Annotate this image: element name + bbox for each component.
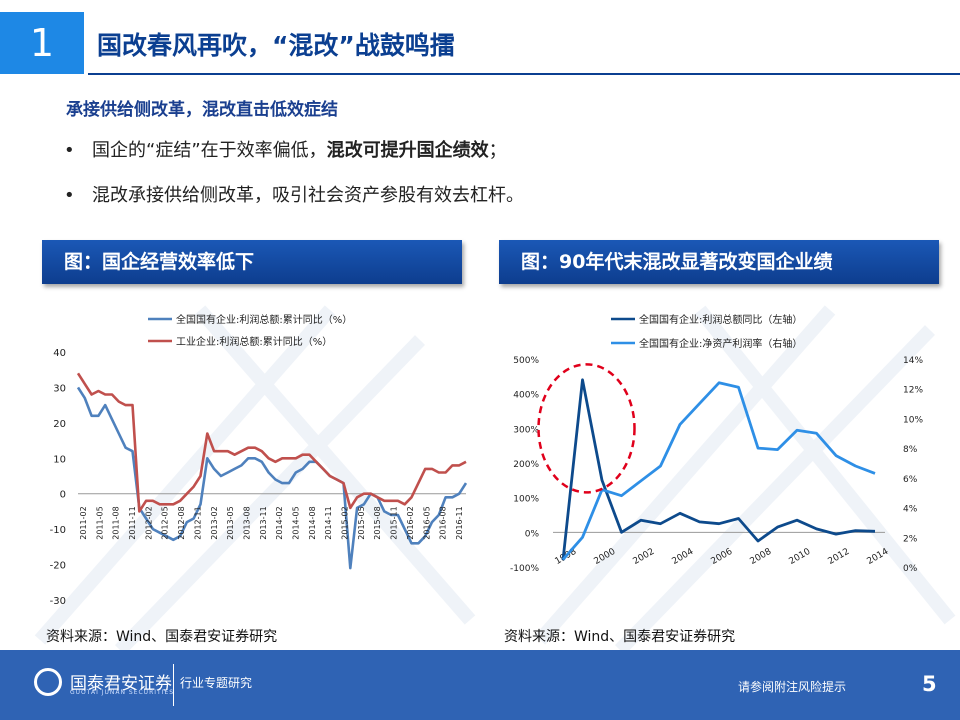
- series-line: [561, 378, 876, 561]
- y-left-tick-label: 0%: [525, 529, 540, 539]
- title-rule: [88, 73, 960, 75]
- x-tick-label: 2015-05: [357, 506, 366, 539]
- report-type: 行业专题研究: [180, 676, 253, 690]
- y-tick-label: -10: [50, 525, 66, 536]
- right-chart-source: 资料来源：Wind、国泰君安证券研究: [504, 629, 736, 645]
- x-tick-label: 2014-08: [308, 506, 317, 539]
- x-tick-label: 2013-05: [226, 506, 235, 539]
- x-tick-label: 2013-11: [259, 506, 268, 539]
- background-watermark: [34, 305, 956, 650]
- risk-disclaimer: 请参阅附注风险提示: [738, 680, 847, 694]
- x-tick-label: 2008: [749, 547, 774, 567]
- x-tick-label: 2012-08: [177, 506, 186, 539]
- legend-label: 工业企业:利润总额:累计同比（%）: [176, 335, 332, 348]
- y-tick-label: 40: [53, 348, 66, 359]
- y-right-tick-label: 6%: [903, 475, 918, 485]
- x-tick-label: 2011-05: [95, 506, 104, 539]
- y-tick-label: -30: [50, 596, 66, 607]
- right-line-chart: 全国国有企业:利润总额同比（左轴） 全国国有企业:净资产利润率（右轴） 500% 40…: [510, 313, 923, 574]
- y-right-tick-label: 0%: [903, 564, 918, 574]
- y-right-tick-label: 4%: [903, 505, 918, 515]
- x-tick-label: 2012-02: [144, 506, 153, 539]
- x-tick-label: 2012-11: [193, 506, 202, 539]
- x-tick-label: 2012: [827, 547, 852, 567]
- y-right-tick-label: 10%: [903, 415, 923, 425]
- legend-label: 全国国有企业:净资产利润率（右轴）: [639, 337, 802, 350]
- bullet-tail: ；: [488, 140, 507, 161]
- y-right-tick-label: 12%: [903, 386, 923, 396]
- x-tick-label: 2015-08: [373, 506, 382, 539]
- bullet-text: 国企的“症结”在于效率偏低，: [92, 140, 327, 161]
- y-left-tick-label: 500%: [513, 356, 539, 366]
- x-tick-label: 2015-11: [390, 506, 399, 539]
- bullet-text: 混改承接供给侧改革，吸引社会资产参股有效去杠杆。: [92, 185, 524, 206]
- y-tick-label: 0: [60, 490, 66, 501]
- x-tick-label: 2016-02: [406, 506, 415, 539]
- x-tick-label: 2011-11: [128, 506, 137, 539]
- y-left-tick-label: 200%: [513, 460, 539, 470]
- page-number: 5: [922, 672, 937, 696]
- x-tick-label: 2015-02: [341, 506, 350, 539]
- x-tick-label: 2013-02: [210, 506, 219, 539]
- x-tick-label: 2014-05: [292, 506, 301, 539]
- y-tick-label: -20: [50, 561, 66, 572]
- bullet-item-2: • 混改承接供给侧改革，吸引社会资产参股有效去杠杆。: [64, 181, 524, 207]
- left-chart-heading: 图：国企经营效率低下: [42, 240, 462, 284]
- y-left-tick-label: -100%: [510, 564, 539, 574]
- y-left-tick-label: 400%: [513, 391, 539, 401]
- company-logo-text: 国泰君安证券: [70, 674, 172, 694]
- section-number: 1: [0, 12, 84, 74]
- series-line: [76, 372, 467, 513]
- company-logo-icon: [34, 668, 62, 696]
- y-left-tick-label: 300%: [513, 425, 539, 435]
- legend-label: 全国国有企业:利润总额:累计同比（%）: [176, 313, 352, 326]
- highlight-circle: [537, 363, 636, 494]
- y-right-tick-label: 8%: [903, 445, 918, 455]
- left-chart-source: 资料来源：Wind、国泰君安证券研究: [46, 629, 278, 645]
- x-tick-label: 2016-08: [439, 506, 448, 539]
- bullet-item-1: • 国企的“症结”在于效率偏低，混改可提升国企绩效；: [64, 136, 507, 162]
- page-title: 国改春风再吹，“混改”战鼓鸣擂: [97, 31, 455, 60]
- y-left-tick-label: 100%: [513, 495, 539, 505]
- y-tick-label: 10: [53, 454, 66, 465]
- x-tick-label: 2006: [710, 547, 735, 567]
- x-tick-label: 2002: [632, 547, 657, 567]
- x-tick-label: 2013-08: [242, 506, 251, 539]
- x-tick-label: 2011-02: [79, 506, 88, 539]
- x-tick-label: 2014: [866, 547, 891, 567]
- x-tick-label: 2016-05: [422, 506, 431, 539]
- x-tick-label: 2012-05: [161, 506, 170, 539]
- company-logo-subtext: GUOTAI JUNAN SECURITIES: [70, 689, 175, 696]
- x-tick-label: 2004: [671, 547, 696, 567]
- x-tick-label: 2000: [593, 547, 618, 567]
- footer-divider: [173, 664, 174, 706]
- series-line: [76, 386, 468, 570]
- bullet-bold-text: 混改可提升国企绩效: [326, 140, 489, 161]
- y-right-tick-label: 2%: [903, 534, 918, 544]
- x-tick-label: 2014-02: [275, 506, 284, 539]
- footer-bar: 国泰君安证券 GUOTAI JUNAN SECURITIES 行业专题研究 请参…: [0, 650, 960, 720]
- bullet-dot: •: [64, 140, 75, 161]
- x-tick-label: 2010: [788, 547, 813, 567]
- legend-label: 全国国有企业:利润总额同比（左轴）: [639, 313, 802, 326]
- x-tick-label: 2014-11: [324, 506, 333, 539]
- x-tick-label: 2016-11: [455, 506, 464, 539]
- x-tick-label: 2011-08: [112, 506, 121, 539]
- series-line: [561, 381, 876, 561]
- right-chart-heading: 图：90年代末混改显著改变国企业绩: [499, 240, 939, 284]
- y-tick-label: 30: [53, 383, 66, 394]
- section-subtitle: 承接供给侧改革，混改直击低效症结: [66, 100, 338, 120]
- bullet-dot: •: [64, 185, 75, 206]
- y-tick-label: 20: [53, 419, 66, 430]
- y-right-tick-label: 14%: [903, 356, 923, 366]
- left-line-chart: 全国国有企业:利润总额:累计同比（%） 工业企业:利润总额:累计同比（%） 40 30…: [50, 313, 468, 607]
